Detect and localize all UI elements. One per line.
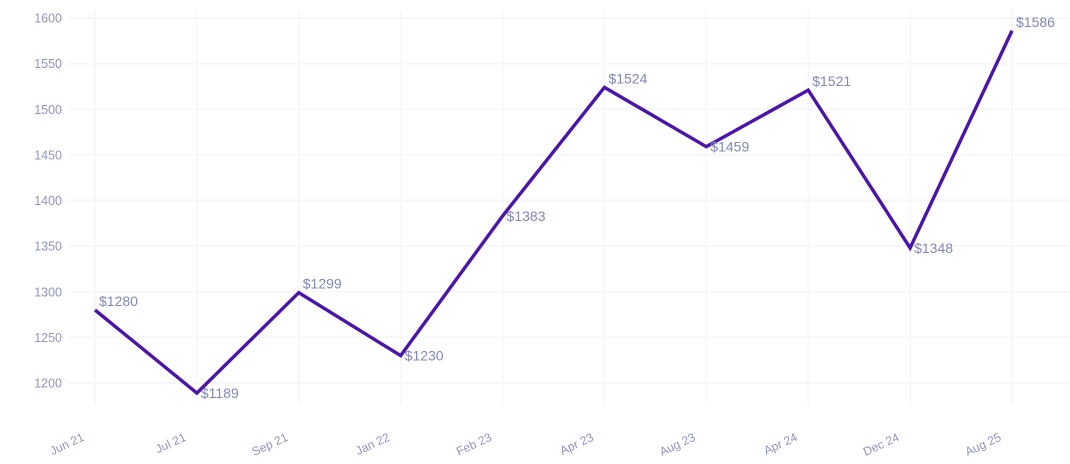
x-axis-tick-label: Aug 25 — [963, 430, 1004, 459]
data-point-label: $1383 — [507, 208, 546, 224]
data-point-label: $1524 — [608, 70, 647, 86]
y-axis-tick-labels: 1200 1250 1300 1350 1400 1450 1500 1550 1600 — [34, 12, 62, 391]
y-axis-tick-label: 1450 — [34, 148, 62, 162]
data-point-label: $1230 — [405, 348, 444, 364]
x-axis-tick-label: Feb 23 — [454, 430, 494, 459]
data-series-line — [93, 30, 1014, 396]
horizontal-gridlines — [68, 17, 1070, 384]
x-axis-tick-label: Jan 22 — [353, 430, 392, 458]
data-point-label: $1299 — [303, 276, 342, 292]
y-axis-tick-label: 1500 — [34, 103, 62, 117]
x-axis-tick-label: Apr 24 — [762, 430, 800, 458]
data-point-label: $1459 — [710, 139, 749, 155]
data-point-label: $1280 — [99, 293, 138, 309]
x-axis-tick-label: Dec 24 — [861, 430, 902, 459]
data-point-label: $1521 — [812, 73, 851, 89]
y-axis-tick-label: 1300 — [34, 285, 62, 299]
x-axis-tick-label: Sep 21 — [250, 430, 291, 459]
x-axis-tick-label: Jul 21 — [153, 430, 188, 456]
x-axis-tick-label: Jun 21 — [48, 430, 87, 458]
x-axis-tick-label: Aug 23 — [657, 430, 698, 459]
y-axis-tick-label: 1200 — [34, 377, 62, 391]
data-point-label: $1189 — [201, 385, 239, 401]
data-point-label: $1348 — [914, 240, 953, 256]
x-axis-tick-label: Apr 23 — [558, 430, 596, 458]
y-axis-tick-label: 1550 — [34, 57, 62, 71]
data-point-labels: $1280 $1189 $1299 $1230 $1383 $1524 $1459 $1521… — [99, 14, 1055, 401]
x-axis-tick-labels: Jun 21 Jul 21 Sep 21 Jan 22 Feb 23 Apr 23 Aug … — [48, 430, 1004, 459]
vertical-gridlines — [94, 10, 1013, 404]
data-point-label: $1586 — [1016, 14, 1055, 30]
y-axis-tick-label: 1600 — [34, 12, 62, 26]
y-axis-tick-label: 1400 — [34, 194, 62, 208]
y-axis-tick-label: 1250 — [34, 331, 62, 345]
y-axis-tick-label: 1350 — [34, 240, 62, 254]
